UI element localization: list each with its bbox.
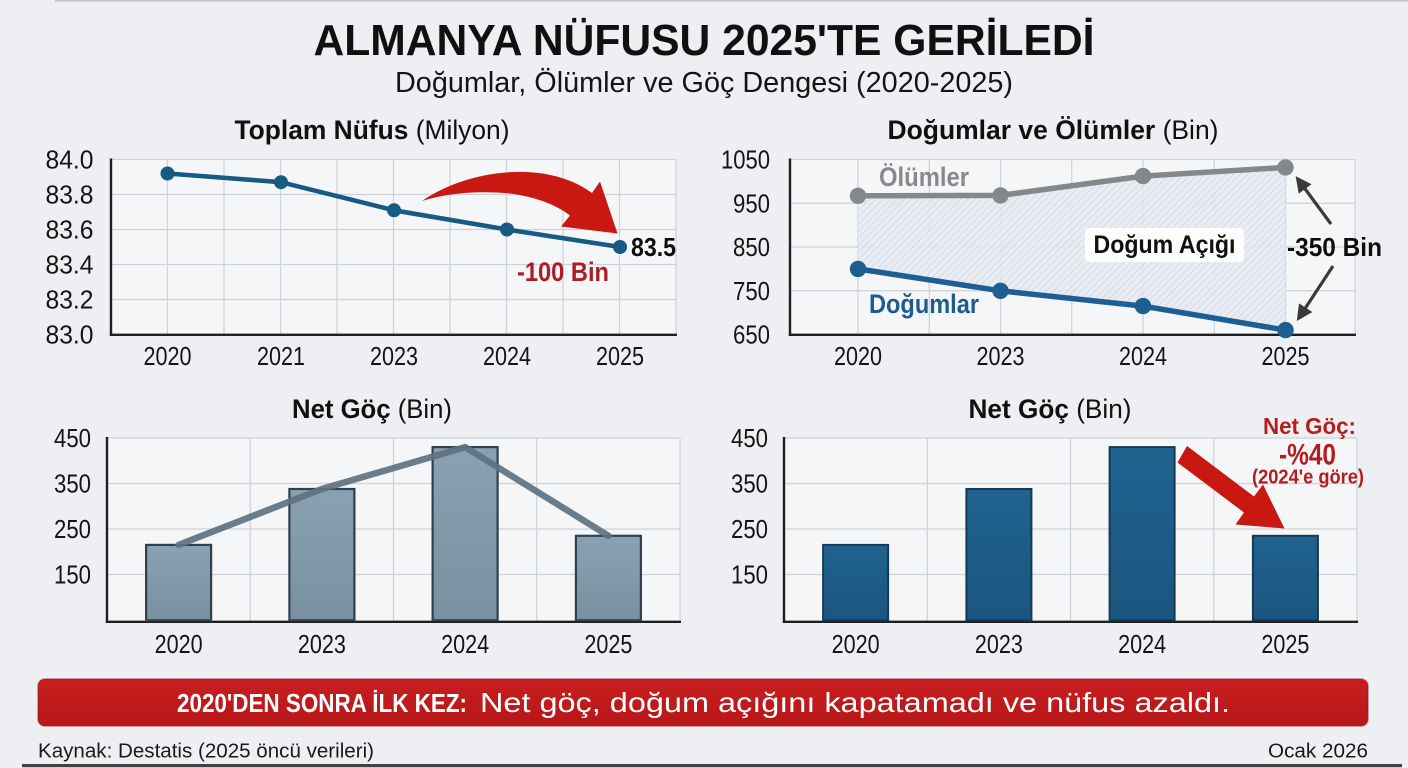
svg-text:Ölümler: Ölümler [879, 162, 969, 192]
svg-text:83.4: 83.4 [46, 250, 94, 280]
svg-text:2023: 2023 [977, 341, 1025, 371]
svg-text:Doğumlar ve Ölümler (Bin): Doğumlar ve Ölümler (Bin) [888, 115, 1219, 145]
svg-text:2025: 2025 [1261, 629, 1309, 659]
svg-text:350: 350 [731, 469, 768, 499]
svg-text:Doğumlar, Ölümler ve Göç Denge: Doğumlar, Ölümler ve Göç Dengesi (2020-2… [395, 67, 1013, 99]
svg-text:150: 150 [731, 560, 768, 590]
svg-text:Doğum Açığı: Doğum Açığı [1094, 231, 1236, 259]
svg-text:2021: 2021 [257, 341, 305, 371]
svg-text:450: 450 [731, 423, 768, 453]
svg-text:2025: 2025 [1262, 341, 1310, 371]
svg-text:950: 950 [733, 188, 770, 218]
svg-text:Toplam Nüfus (Milyon): Toplam Nüfus (Milyon) [235, 115, 510, 145]
svg-text:Net göç, doğum açığını kapatam: Net göç, doğum açığını kapatamadı ve nüf… [480, 687, 1230, 718]
svg-text:2024: 2024 [1119, 341, 1167, 371]
svg-text:83.6: 83.6 [46, 215, 94, 245]
svg-text:2025: 2025 [596, 341, 644, 371]
svg-text:450: 450 [54, 423, 91, 453]
svg-text:850: 850 [733, 232, 770, 262]
svg-text:2020: 2020 [832, 629, 880, 659]
svg-text:650: 650 [733, 320, 770, 350]
svg-text:83.0: 83.0 [46, 320, 94, 350]
svg-text:2024: 2024 [1118, 629, 1166, 659]
svg-text:83.5: 83.5 [631, 234, 676, 262]
svg-text:2020: 2020 [155, 629, 203, 659]
svg-text:Kaynak: Destatis (2025 öncü ve: Kaynak: Destatis (2025 öncü verileri) [38, 740, 374, 763]
svg-text:2024: 2024 [483, 341, 531, 371]
svg-text:83.2: 83.2 [46, 285, 94, 315]
svg-text:83.8: 83.8 [46, 180, 94, 210]
svg-text:84.0: 84.0 [46, 145, 94, 175]
svg-text:Net Göç:: Net Göç: [1263, 413, 1356, 439]
svg-text:2025: 2025 [584, 629, 632, 659]
svg-text:350: 350 [54, 469, 91, 499]
svg-text:-100 Bin: -100 Bin [517, 257, 609, 287]
svg-text:Ocak 2026: Ocak 2026 [1268, 740, 1368, 763]
svg-text:Net Göç (Bin): Net Göç (Bin) [292, 394, 452, 424]
svg-text:2023: 2023 [298, 629, 346, 659]
svg-text:2020: 2020 [834, 341, 882, 371]
svg-text:1050: 1050 [721, 145, 770, 175]
svg-text:250: 250 [54, 514, 91, 544]
svg-text:Doğumlar: Doğumlar [869, 289, 979, 319]
svg-text:-350 Bin: -350 Bin [1287, 232, 1382, 262]
svg-text:2024: 2024 [441, 629, 489, 659]
svg-text:ALMANYA NÜFUSU 2025'TE GERİLED: ALMANYA NÜFUSU 2025'TE GERİLEDİ [314, 16, 1095, 65]
svg-text:150: 150 [54, 560, 91, 590]
svg-text:2023: 2023 [370, 341, 418, 371]
svg-text:(2024'e göre): (2024'e göre) [1252, 467, 1364, 489]
svg-text:Net Göç (Bin): Net Göç (Bin) [969, 394, 1132, 424]
svg-text:750: 750 [733, 276, 770, 306]
svg-text:2020'DEN SONRA İLK KEZ:: 2020'DEN SONRA İLK KEZ: [177, 688, 467, 718]
svg-text:250: 250 [731, 514, 768, 544]
svg-text:-%40: -%40 [1279, 439, 1336, 472]
svg-text:2023: 2023 [975, 629, 1023, 659]
svg-text:2020: 2020 [144, 341, 192, 371]
